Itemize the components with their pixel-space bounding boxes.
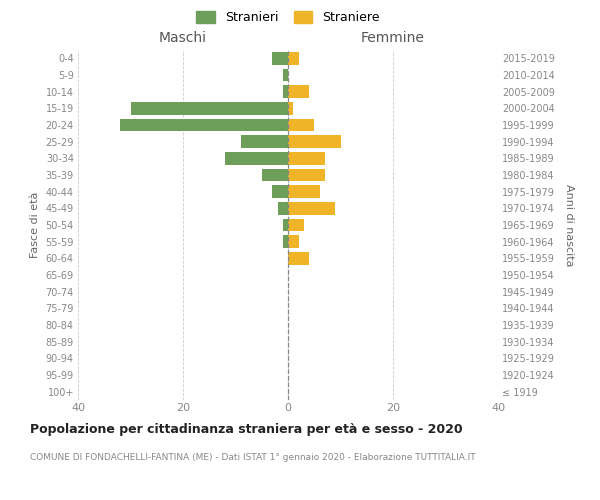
Bar	[130, 102, 288, 115]
Bar	[283, 219, 288, 231]
Bar	[288, 52, 299, 64]
Bar	[288, 152, 325, 164]
Bar	[288, 186, 320, 198]
Legend: Stranieri, Straniere: Stranieri, Straniere	[191, 6, 385, 29]
Bar	[288, 102, 293, 115]
Bar	[241, 136, 288, 148]
Bar	[288, 119, 314, 132]
Bar	[288, 219, 304, 231]
Text: Femmine: Femmine	[361, 31, 425, 45]
Bar	[288, 136, 341, 148]
Bar	[272, 52, 288, 64]
Bar	[283, 69, 288, 82]
Bar	[288, 252, 309, 264]
Text: COMUNE DI FONDACHELLI-FANTINA (ME) - Dati ISTAT 1° gennaio 2020 - Elaborazione T: COMUNE DI FONDACHELLI-FANTINA (ME) - Dat…	[30, 452, 476, 462]
Bar	[288, 86, 309, 98]
Bar	[120, 119, 288, 132]
Bar	[283, 236, 288, 248]
Bar	[283, 86, 288, 98]
Y-axis label: Fasce di età: Fasce di età	[30, 192, 40, 258]
Bar	[272, 186, 288, 198]
Text: Popolazione per cittadinanza straniera per età e sesso - 2020: Popolazione per cittadinanza straniera p…	[30, 422, 463, 436]
Text: Maschi: Maschi	[159, 31, 207, 45]
Bar	[288, 236, 299, 248]
Y-axis label: Anni di nascita: Anni di nascita	[565, 184, 574, 266]
Bar	[288, 169, 325, 181]
Bar	[262, 169, 288, 181]
Bar	[225, 152, 288, 164]
Bar	[277, 202, 288, 214]
Bar	[288, 202, 335, 214]
